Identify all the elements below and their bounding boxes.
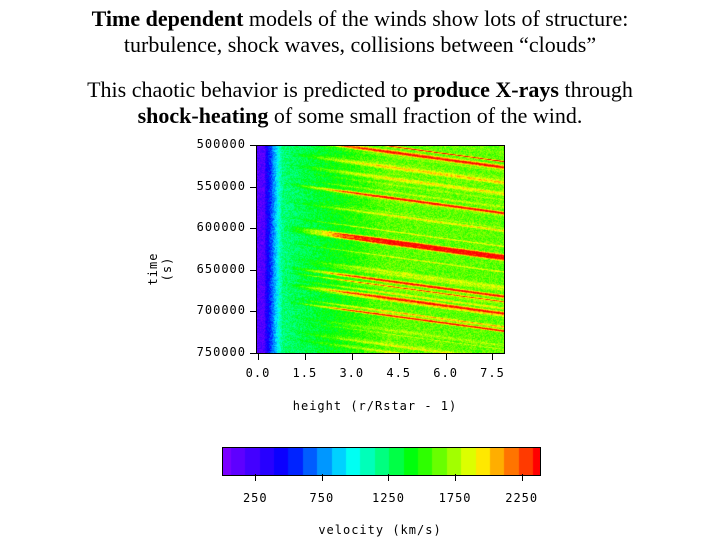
x-tick-mark (492, 354, 494, 360)
bold-lead: Time dependent (91, 6, 244, 31)
para2-bold1: produce X-rays (413, 77, 559, 102)
x-tick-mark (398, 354, 400, 360)
y-axis-label: time (s) (146, 252, 174, 286)
y-tick-mark (250, 186, 256, 188)
y-tick-mark (250, 228, 256, 230)
para1-line1: Time dependent models of the winds show … (0, 6, 720, 32)
x-tick-mark (445, 354, 447, 360)
x-tick-label: 6.0 (433, 366, 458, 380)
para2-line2-rest: of some small fraction of the wind. (268, 103, 583, 128)
y-tick-label: 550000 (196, 178, 246, 193)
y-tick-label: 650000 (196, 261, 246, 276)
x-tick-mark (304, 354, 306, 360)
x-tick-label: 3.0 (339, 366, 365, 380)
para2-pre: This chaotic behavior is predicted to (87, 77, 414, 102)
colorbar-tick-mark (455, 474, 457, 481)
colorbar (222, 447, 541, 476)
colorbar-tick-mark (388, 474, 390, 481)
velocity-heatmap (257, 145, 504, 353)
para2-line2: shock-heating of some small fraction of … (0, 103, 720, 129)
colorbar-tick-mark (321, 474, 323, 481)
x-axis-line (256, 353, 505, 354)
colorbar-label: velocity (km/s) (318, 523, 442, 537)
x-tick-mark (258, 354, 259, 360)
y-tick-label: 750000 (196, 345, 246, 359)
paragraph-xray: This chaotic behavior is predicted to pr… (0, 77, 720, 129)
para2-line1: This chaotic behavior is predicted to pr… (0, 77, 720, 103)
para2-bold2: shock-heating (137, 103, 269, 128)
y-axis-line (256, 145, 257, 354)
y-tick-mark (250, 145, 256, 146)
plot-frame-top (256, 145, 505, 146)
para2-post: through (558, 77, 633, 102)
x-tick-mark (351, 354, 353, 360)
y-tick-label: 500000 (196, 137, 246, 151)
x-tick-label: 1.5 (292, 366, 318, 380)
para1-line1-rest: models of the winds show lots of structu… (243, 6, 629, 31)
colorbar-tick-mark (521, 474, 523, 481)
y-tick-label: 700000 (196, 303, 246, 318)
colorbar-tick-mark (255, 474, 257, 481)
x-axis-label: height (r/Rstar - 1) (292, 399, 458, 413)
colorbar-tick-label: 250 (242, 491, 268, 505)
colorbar-tick-label: 1250 (372, 491, 405, 505)
colorbar-tick-label: 1750 (438, 491, 472, 505)
y-tick-mark (250, 269, 256, 271)
paragraph-time-dependent: Time dependent models of the winds show … (0, 6, 720, 58)
y-tick-label: 600000 (196, 220, 246, 235)
x-tick-label: 7.5 (480, 366, 505, 380)
y-tick-mark (250, 311, 256, 313)
colorbar-tick-label: 2250 (505, 491, 539, 505)
colorbar-tick-label: 750 (309, 491, 335, 505)
y-tick-mark (250, 353, 256, 354)
para1-line2: turbulence, shock waves, collisions betw… (123, 32, 597, 57)
plot-frame-right (504, 145, 505, 354)
x-tick-label: 0.0 (245, 366, 271, 380)
x-tick-label: 4.5 (386, 366, 412, 380)
